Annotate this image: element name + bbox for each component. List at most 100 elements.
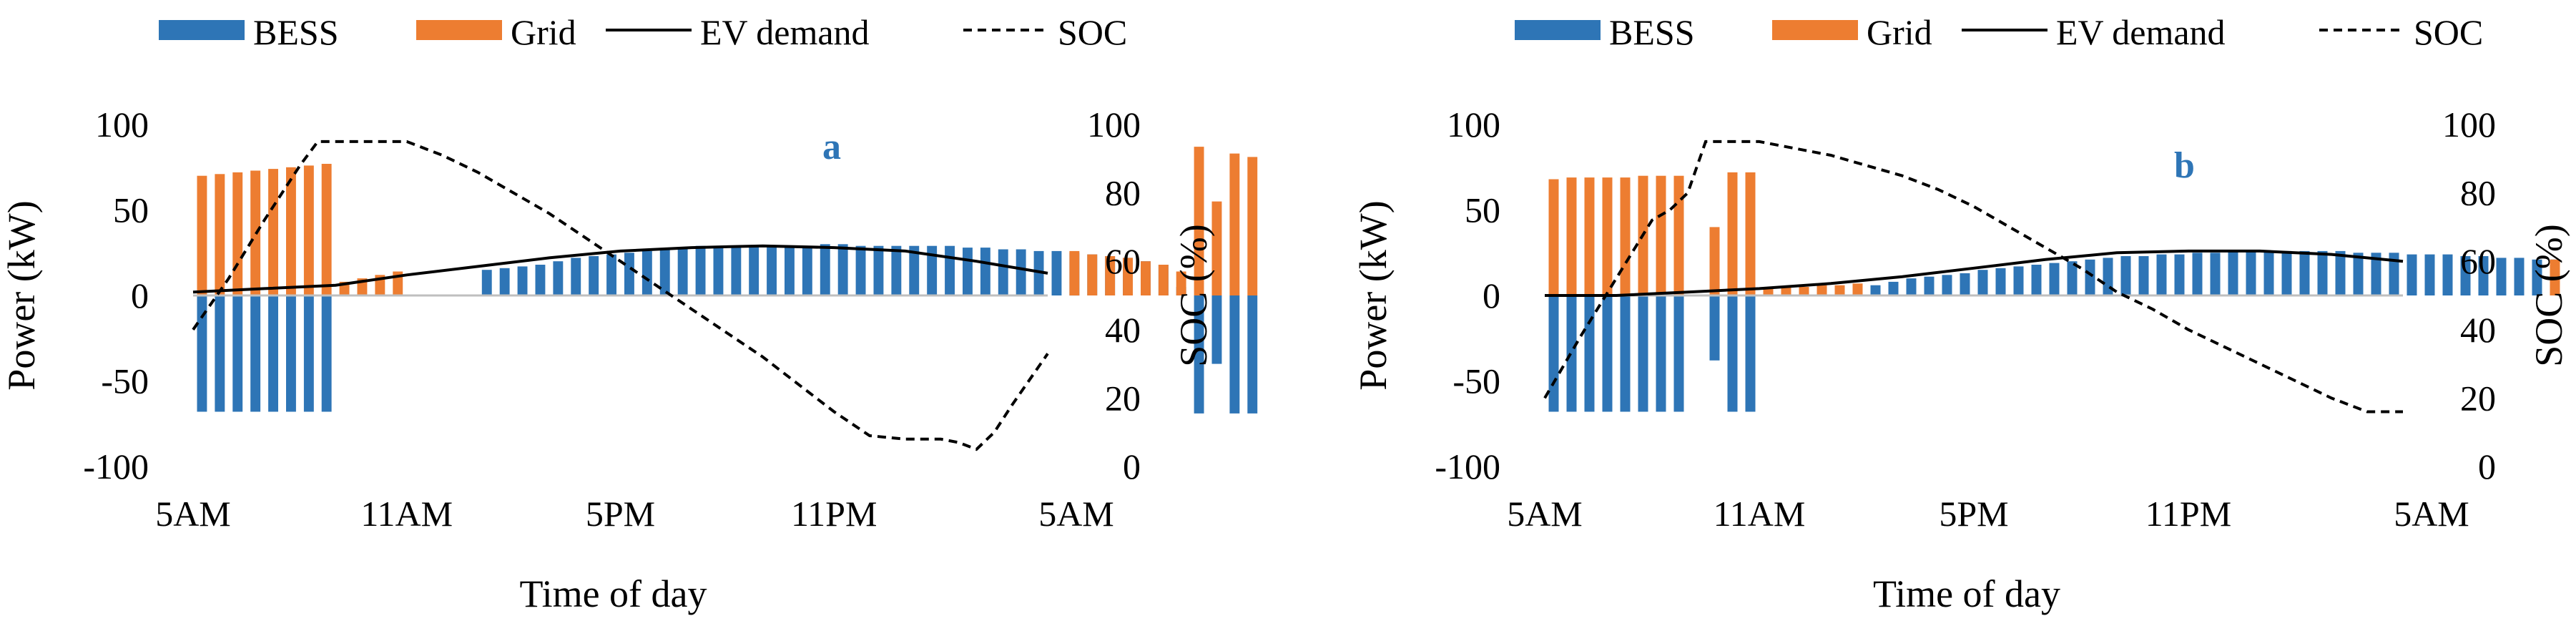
grid-bar	[1727, 172, 1738, 295]
grid-bar	[1745, 172, 1756, 295]
bess-bar	[232, 295, 243, 412]
grid-bar	[1087, 254, 1098, 295]
y2-tick-label: 60	[1105, 241, 1141, 281]
bess-bar	[1709, 295, 1720, 361]
y-ticks-right: 0 20 40 60 80 100	[2442, 104, 2496, 486]
y2-tick-label: 80	[1105, 173, 1141, 213]
y-tick-label: -100	[1435, 446, 1500, 486]
grid-bar	[1834, 285, 1845, 295]
bess-bar	[2389, 253, 2399, 296]
bess-bar	[2353, 253, 2364, 296]
legend-grid-swatch	[1772, 20, 1858, 40]
grid-bar	[1584, 177, 1595, 295]
soc-line	[1543, 140, 2403, 414]
grid-bar	[1158, 265, 1169, 295]
bess-bar	[215, 295, 225, 412]
bess-bar	[1673, 295, 1684, 412]
grid-bar	[1105, 256, 1116, 295]
bess-bar	[2138, 256, 2149, 295]
y-axis-label: Power (kW)	[0, 200, 43, 390]
bess-bar	[820, 244, 830, 295]
bess-bar	[2210, 253, 2221, 296]
bess-bar	[1602, 295, 1613, 412]
y2-axis-label: SOC (%)	[2527, 224, 2570, 367]
bess-bar	[606, 254, 616, 295]
legend-ev-label: EV demand	[700, 12, 870, 52]
bess-bar	[873, 245, 884, 295]
bess-bar	[2192, 253, 2203, 296]
y2-tick-label: 100	[1087, 104, 1141, 145]
bess-bar	[659, 249, 670, 295]
bess-bar	[286, 295, 296, 412]
legend-grid-label: Grid	[1867, 12, 1932, 52]
grid-bar	[1817, 285, 1827, 295]
bess-bar	[1016, 249, 1026, 295]
bess-bar	[535, 265, 546, 295]
y-ticks-left: -100 -50 0 50 100	[83, 104, 149, 486]
bess-bar	[1656, 295, 1666, 412]
bess-bar	[2049, 263, 2060, 295]
bess-bar	[2335, 250, 2346, 295]
y2-tick-label: 20	[1105, 378, 1141, 418]
bess-bar	[2478, 256, 2489, 295]
legend-bess-swatch	[1515, 20, 1601, 40]
bess-bar	[749, 245, 759, 295]
x-tick-label: 5AM	[155, 494, 231, 534]
y-tick-label: 100	[1447, 104, 1500, 145]
y2-tick-label: 80	[2460, 173, 2496, 213]
legend-a: BESS Grid EV demand SOC	[159, 12, 1127, 52]
y2-tick-label: 20	[2460, 378, 2496, 418]
bess-bar	[499, 268, 510, 295]
x-ticks: 5AM 11AM 5PM 11PM 5AM	[1507, 494, 2469, 534]
bess-bar	[1995, 268, 2006, 295]
bess-bar	[571, 258, 581, 295]
bess-bar	[1727, 295, 1738, 412]
soc-line	[192, 140, 1049, 451]
grid-bar	[268, 169, 278, 295]
bess-bar	[2246, 250, 2256, 295]
legend-soc-label: SOC	[1058, 12, 1127, 52]
bess-bar	[2407, 254, 2417, 295]
y-tick-label: -50	[1452, 361, 1500, 401]
ev-demand-line	[1545, 249, 2404, 297]
bess-bar	[1584, 295, 1595, 412]
y-axis-label: Power (kW)	[1352, 200, 1395, 390]
bess-bar	[2442, 254, 2453, 295]
grid-bar	[1763, 288, 1774, 295]
bess-bar	[945, 245, 955, 295]
chart-panel-a: -100 -50 0 50 100 0 20 40 60 80 100 5AM 11AM 5PM 11P…	[0, 104, 1258, 615]
bess-bar	[1548, 295, 1559, 412]
y-tick-label: 50	[1465, 190, 1500, 230]
legend-grid-label: Grid	[511, 12, 576, 52]
ev-demand-line	[192, 244, 1048, 294]
bess-bar	[2532, 259, 2542, 295]
bess-bar	[1194, 295, 1204, 414]
grid-bar	[1211, 201, 1222, 295]
grid-bar	[1781, 287, 1791, 295]
bess-bar	[197, 295, 207, 412]
legend-soc-label: SOC	[2414, 12, 2483, 52]
bess-bar	[1638, 295, 1648, 412]
bess-bar	[1924, 276, 1935, 295]
grid-bar	[1069, 250, 1080, 295]
bess-bar	[767, 245, 777, 295]
bess-bar	[980, 248, 990, 295]
x-tick-label: 11PM	[2145, 494, 2231, 534]
grid-bar	[1799, 287, 1809, 295]
grid-bar	[197, 175, 207, 295]
bess-bar	[2013, 266, 2024, 295]
bess-bar	[1888, 281, 1899, 295]
x-axis-label: Time of day	[519, 572, 707, 615]
y-ticks-left: -100 -50 0 50 100	[1435, 104, 1500, 486]
grid-bar	[215, 174, 225, 295]
bess-bar	[2120, 256, 2131, 295]
grid-bar	[1141, 261, 1151, 295]
bess-bar	[517, 266, 528, 295]
bess-bar	[1906, 278, 1917, 295]
panel-label: a	[822, 127, 841, 167]
bess-bar	[909, 245, 920, 295]
bess-bar	[1229, 295, 1240, 414]
bess-bar	[837, 244, 848, 295]
grid-bar	[321, 164, 332, 295]
panel-label: b	[2174, 145, 2195, 186]
